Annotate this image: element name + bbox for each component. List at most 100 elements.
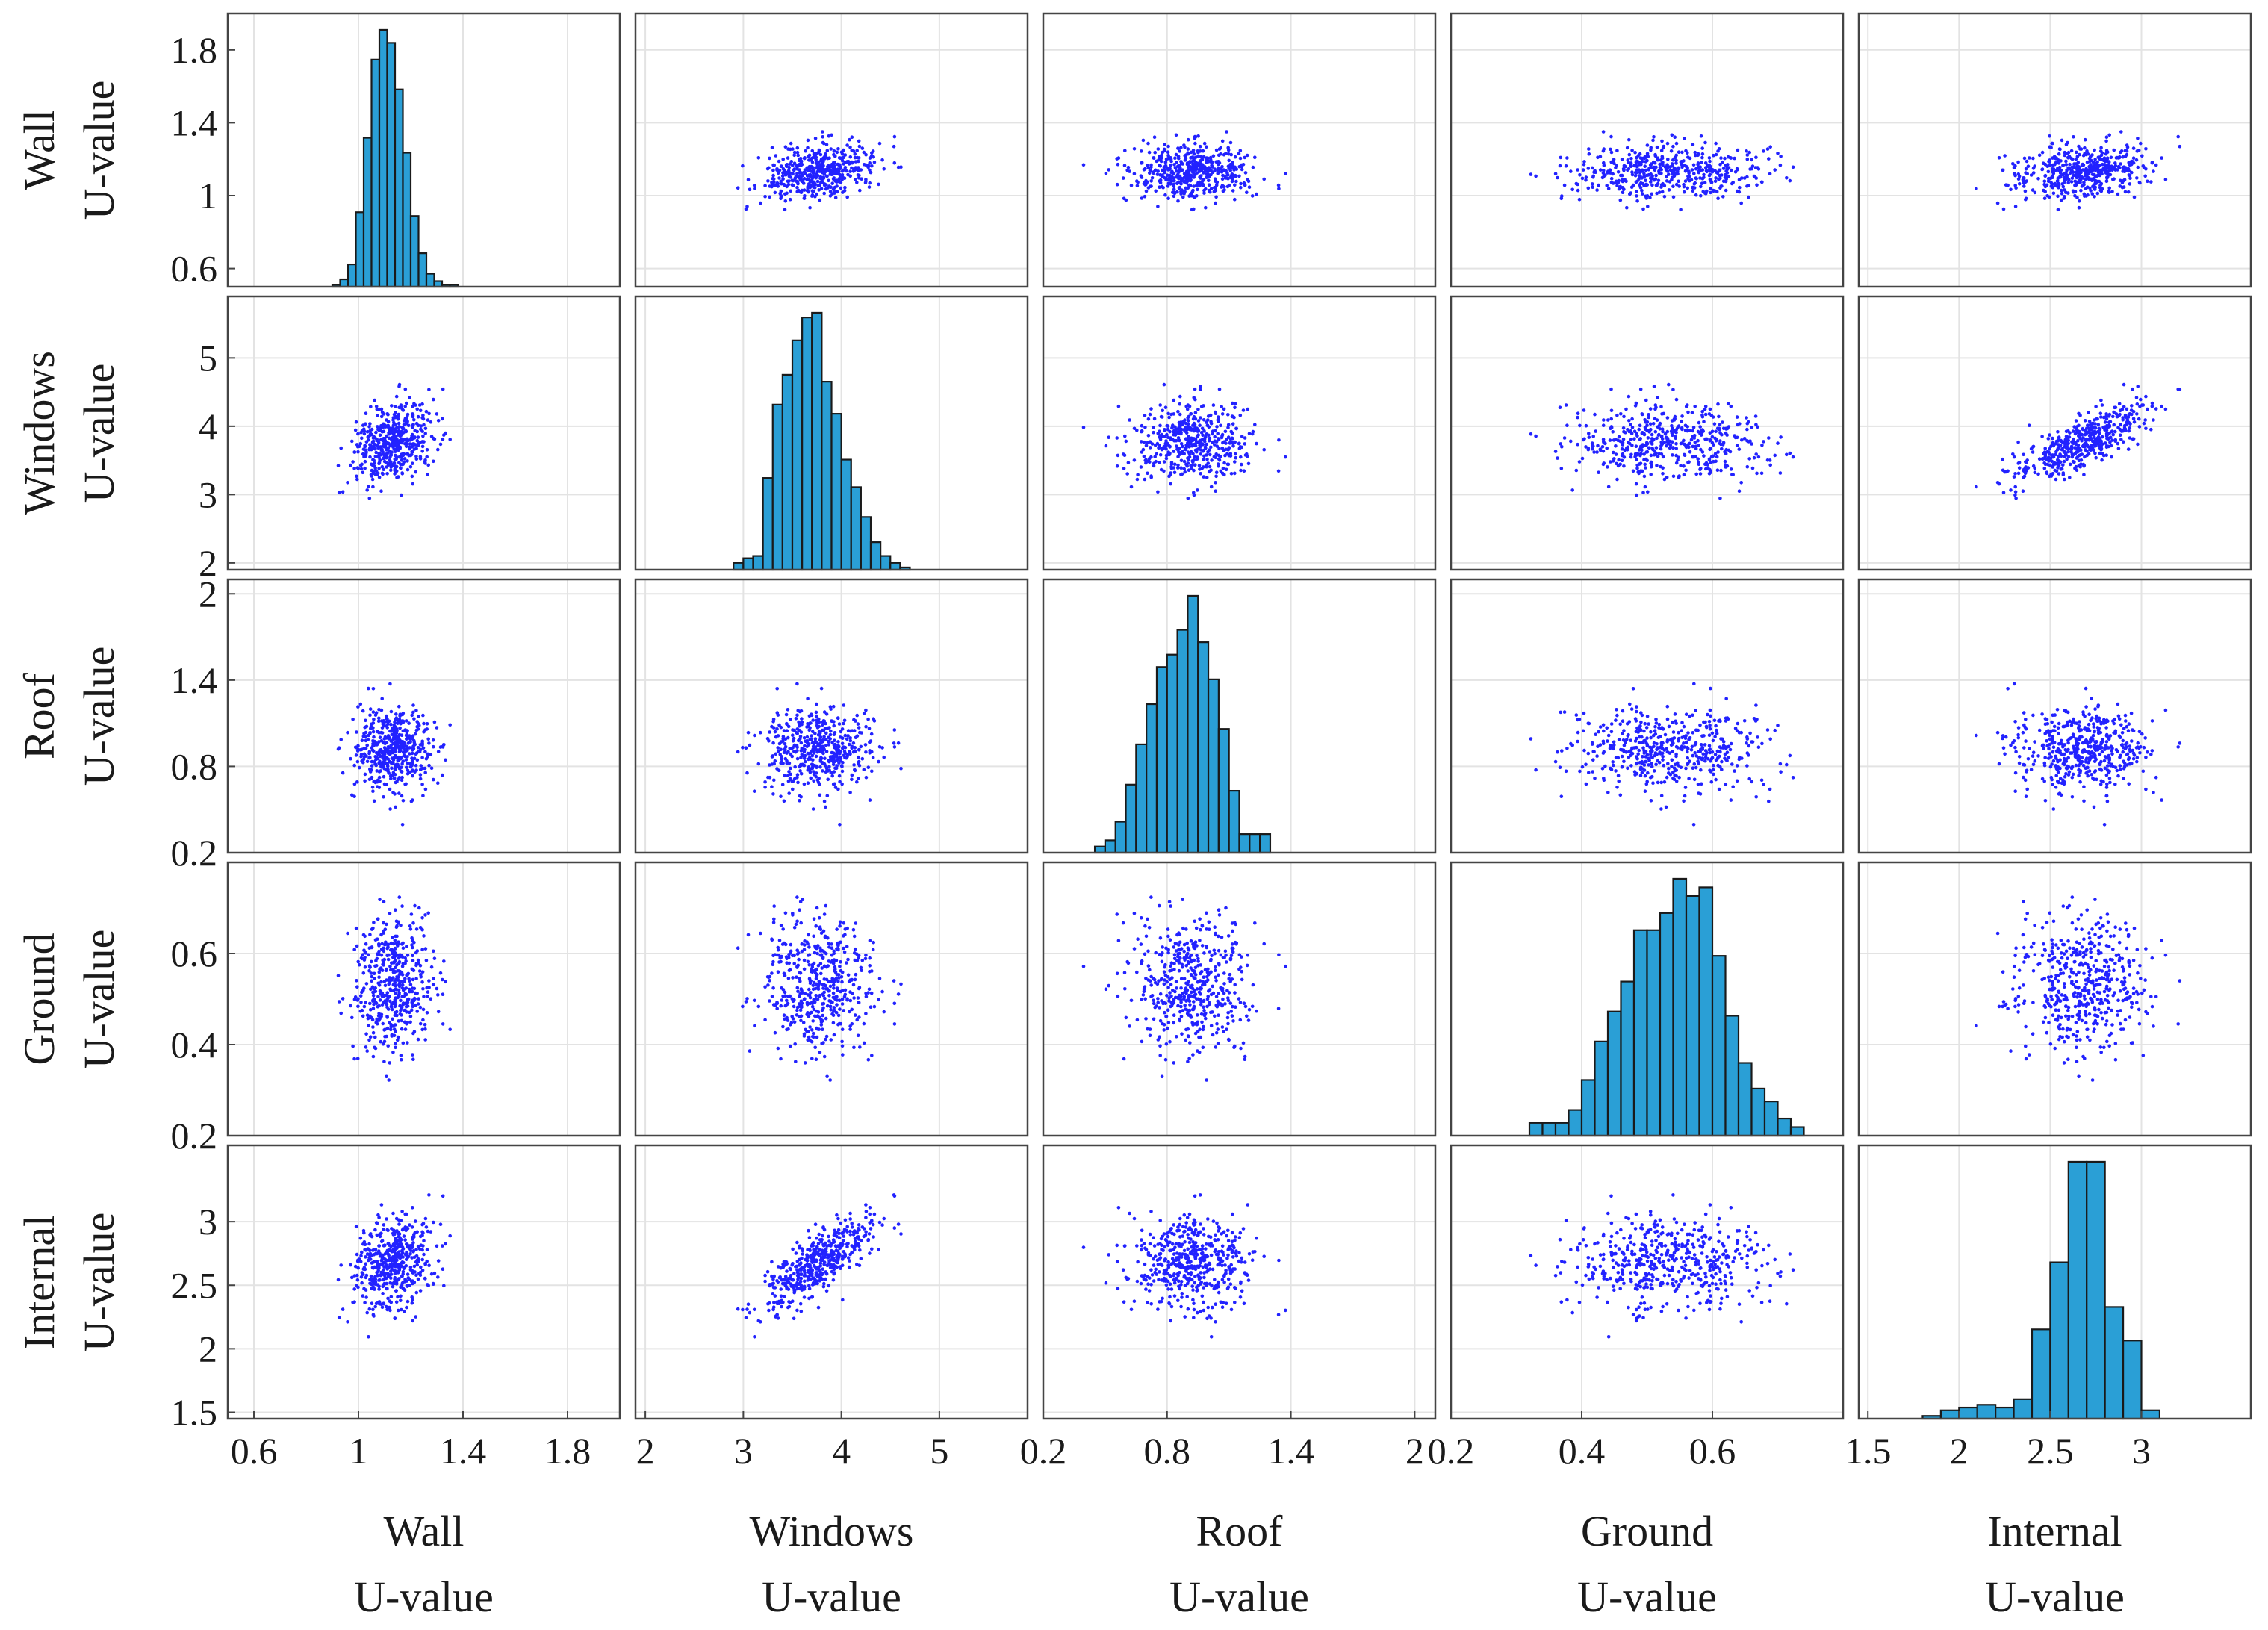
scatter-point	[2088, 157, 2092, 161]
scatter-point	[1653, 417, 1657, 420]
scatter-point	[818, 765, 822, 769]
scatter-point	[363, 467, 367, 470]
scatter-point	[1691, 445, 1695, 449]
scatter-point	[394, 405, 397, 408]
scatter-point	[868, 161, 872, 165]
hist-bar-wall-12	[426, 274, 435, 287]
scatter-point	[1660, 412, 1664, 416]
scatter-point	[1644, 485, 1647, 489]
scatter-point	[2051, 164, 2055, 167]
scatter-point	[2164, 178, 2168, 181]
scatter-point	[417, 442, 420, 446]
scatter-point	[2097, 169, 2101, 172]
scatter-point	[2121, 155, 2125, 159]
scatter-point	[1233, 406, 1237, 410]
scatter-point	[426, 753, 430, 756]
scatter-point	[853, 167, 857, 171]
scatter-point	[378, 780, 382, 783]
scatter-point	[1182, 192, 1186, 196]
scatter-point	[830, 774, 834, 778]
scatter-point	[2016, 161, 2020, 164]
scatter-point	[1674, 428, 1678, 432]
scatter-point	[2082, 183, 2086, 187]
scatter-point	[1709, 471, 1712, 475]
scatter-point	[1609, 388, 1613, 391]
scatter-point	[1231, 189, 1235, 193]
scatter-point	[2101, 403, 2104, 407]
scatter-point	[1255, 193, 1258, 196]
panel-windows-vs-wall	[228, 296, 620, 570]
scatter-point	[1116, 183, 1119, 187]
scatter-point	[2031, 157, 2035, 161]
scatter-point	[1647, 413, 1650, 417]
scatter-point	[1178, 149, 1181, 153]
hist-bar-windows-1	[743, 559, 753, 570]
scatter-point	[2075, 465, 2078, 469]
scatter-point	[811, 161, 815, 164]
scatter-point	[1122, 452, 1125, 456]
scatter-point	[1125, 169, 1129, 172]
scatter-point	[1581, 177, 1585, 181]
scatter-point	[1760, 472, 1764, 476]
scatter-point	[858, 189, 862, 193]
scatter-point	[1733, 157, 1736, 161]
scatter-point	[1172, 450, 1176, 453]
scatter-point	[2136, 137, 2140, 140]
scatter-point	[1178, 425, 1182, 429]
scatter-point	[2176, 135, 2180, 139]
scatter-point	[402, 799, 406, 803]
scatter-point	[365, 744, 369, 747]
scatter-point	[1149, 446, 1152, 450]
scatter-point	[1202, 404, 1205, 408]
scatter-point	[398, 721, 402, 725]
scatter-point	[799, 190, 803, 194]
scatter-point	[1622, 464, 1626, 468]
scatter-point	[1724, 189, 1728, 193]
scatter-point	[1587, 187, 1591, 190]
scatter-point	[372, 446, 376, 450]
scatter-point	[1234, 155, 1237, 159]
scatter-point	[1703, 408, 1707, 411]
scatter-point	[379, 735, 382, 739]
scatter-point	[1671, 453, 1674, 457]
scatter-point	[381, 731, 385, 735]
scatter-point	[1221, 174, 1225, 178]
scatter-point	[2126, 146, 2130, 149]
scatter-point	[411, 405, 414, 408]
scatter-point	[2063, 478, 2066, 482]
scatter-point	[777, 160, 781, 164]
scatter-point	[1184, 405, 1188, 408]
scatter-point	[806, 178, 810, 181]
scatter-point	[1192, 184, 1196, 188]
scatter-point	[377, 467, 381, 470]
scatter-point	[1177, 438, 1181, 442]
scatter-point	[395, 415, 399, 419]
scatter-point	[2074, 190, 2078, 193]
scatter-point	[1149, 179, 1153, 183]
scatter-point	[777, 713, 780, 717]
scatter-point	[2091, 431, 2095, 435]
scatter-point	[2086, 445, 2090, 449]
scatter-point	[2057, 208, 2060, 212]
scatter-point	[2002, 208, 2006, 211]
scatter-point	[1253, 423, 1257, 426]
scatter-point	[1599, 155, 1603, 159]
scatter-point	[1697, 462, 1701, 466]
scatter-point	[2088, 420, 2092, 423]
scatter-point	[411, 482, 414, 486]
scatter-point	[1227, 423, 1231, 427]
scatter-point	[1655, 437, 1659, 441]
scatter-point	[1699, 472, 1703, 476]
scatter-point	[1645, 441, 1649, 445]
scatter-point	[2136, 149, 2140, 153]
scatter-point	[1704, 405, 1708, 408]
scatter-point	[848, 146, 852, 149]
scatter-point	[1190, 151, 1193, 155]
scatter-point	[386, 447, 390, 451]
scatter-point	[1785, 453, 1789, 457]
scatter-point	[1177, 170, 1181, 174]
scatter-point	[1705, 190, 1709, 193]
scatter-point	[1186, 151, 1190, 155]
scatter-point	[2075, 455, 2079, 459]
scatter-point	[392, 416, 396, 420]
